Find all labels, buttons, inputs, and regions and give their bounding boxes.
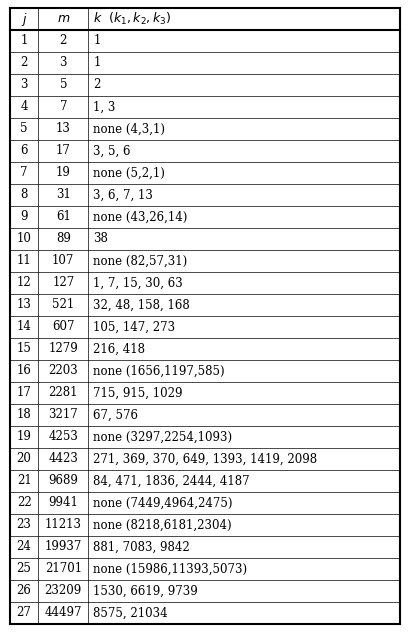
Text: 5: 5 [20,123,28,135]
Text: 715, 915, 1029: 715, 915, 1029 [93,387,183,399]
Text: 216, 418: 216, 418 [93,343,145,355]
Text: 13: 13 [56,123,71,135]
Text: 3, 5, 6: 3, 5, 6 [93,145,131,157]
Text: $k\ \ (k_1, k_2, k_3)$: $k\ \ (k_1, k_2, k_3)$ [93,11,172,27]
Text: 89: 89 [56,233,71,245]
Text: 9: 9 [20,210,28,224]
Text: 21: 21 [17,475,31,487]
Text: none (1656,1197,585): none (1656,1197,585) [93,365,225,377]
Text: none (43,26,14): none (43,26,14) [93,210,188,224]
Text: 18: 18 [17,408,31,422]
Text: 3, 6, 7, 13: 3, 6, 7, 13 [93,188,153,202]
Text: none (82,57,31): none (82,57,31) [93,255,188,267]
Text: 2: 2 [60,35,67,47]
Text: none (5,2,1): none (5,2,1) [93,166,165,179]
Text: 271, 369, 370, 649, 1393, 1419, 2098: 271, 369, 370, 649, 1393, 1419, 2098 [93,453,317,466]
Text: 23209: 23209 [44,585,82,597]
Text: 13: 13 [17,298,31,312]
Text: 17: 17 [56,145,71,157]
Text: 19: 19 [17,430,31,444]
Text: 8: 8 [20,188,28,202]
Text: 3217: 3217 [49,408,78,422]
Text: 4: 4 [20,100,28,114]
Text: none (3297,2254,1093): none (3297,2254,1093) [93,430,233,444]
Text: 2: 2 [93,78,101,92]
Text: 1, 7, 15, 30, 63: 1, 7, 15, 30, 63 [93,277,183,289]
Text: none (8218,6181,2304): none (8218,6181,2304) [93,518,232,532]
Text: 19937: 19937 [44,540,82,554]
Text: 1279: 1279 [49,343,78,355]
Text: 2: 2 [20,56,28,70]
Text: 881, 7083, 9842: 881, 7083, 9842 [93,540,190,554]
Text: 1530, 6619, 9739: 1530, 6619, 9739 [93,585,198,597]
Text: 38: 38 [93,233,108,245]
Text: 11213: 11213 [45,518,82,532]
Text: 3: 3 [60,56,67,70]
Text: 24: 24 [17,540,31,554]
Text: 32, 48, 158, 168: 32, 48, 158, 168 [93,298,190,312]
Text: 9689: 9689 [48,475,78,487]
Text: 12: 12 [17,277,31,289]
Text: 67, 576: 67, 576 [93,408,138,422]
Text: 107: 107 [52,255,75,267]
Text: 3: 3 [20,78,28,92]
Text: 5: 5 [60,78,67,92]
Text: 31: 31 [56,188,71,202]
Text: none (7449,4964,2475): none (7449,4964,2475) [93,497,233,509]
Text: 6: 6 [20,145,28,157]
Text: 19: 19 [56,166,71,179]
Text: 20: 20 [17,453,31,466]
Text: 2281: 2281 [49,387,78,399]
Text: 10: 10 [17,233,31,245]
Text: 1: 1 [93,35,101,47]
Text: 21701: 21701 [45,562,82,576]
Text: 26: 26 [17,585,31,597]
Text: 1, 3: 1, 3 [93,100,116,114]
Text: 607: 607 [52,320,75,334]
Text: 4423: 4423 [48,453,78,466]
Text: 11: 11 [17,255,31,267]
Text: 7: 7 [60,100,67,114]
Text: 127: 127 [52,277,74,289]
Text: 1: 1 [20,35,28,47]
Text: 27: 27 [17,607,31,619]
Text: none (4,3,1): none (4,3,1) [93,123,165,135]
Text: none (15986,11393,5073): none (15986,11393,5073) [93,562,248,576]
Text: 25: 25 [17,562,31,576]
Text: 8575, 21034: 8575, 21034 [93,607,168,619]
Text: 44497: 44497 [44,607,82,619]
Text: 9941: 9941 [48,497,78,509]
Text: 521: 521 [52,298,74,312]
Text: 1: 1 [93,56,101,70]
Text: $j$: $j$ [21,11,27,28]
Text: 105, 147, 273: 105, 147, 273 [93,320,175,334]
Text: 15: 15 [17,343,31,355]
Text: 14: 14 [17,320,31,334]
Text: 16: 16 [17,365,31,377]
Text: 17: 17 [17,387,31,399]
Text: 61: 61 [56,210,71,224]
Text: 4253: 4253 [48,430,78,444]
Text: 23: 23 [17,518,31,532]
Text: 22: 22 [17,497,31,509]
Text: 7: 7 [20,166,28,179]
Text: 84, 471, 1836, 2444, 4187: 84, 471, 1836, 2444, 4187 [93,475,250,487]
Text: $m$: $m$ [57,13,70,25]
Text: 2203: 2203 [49,365,78,377]
